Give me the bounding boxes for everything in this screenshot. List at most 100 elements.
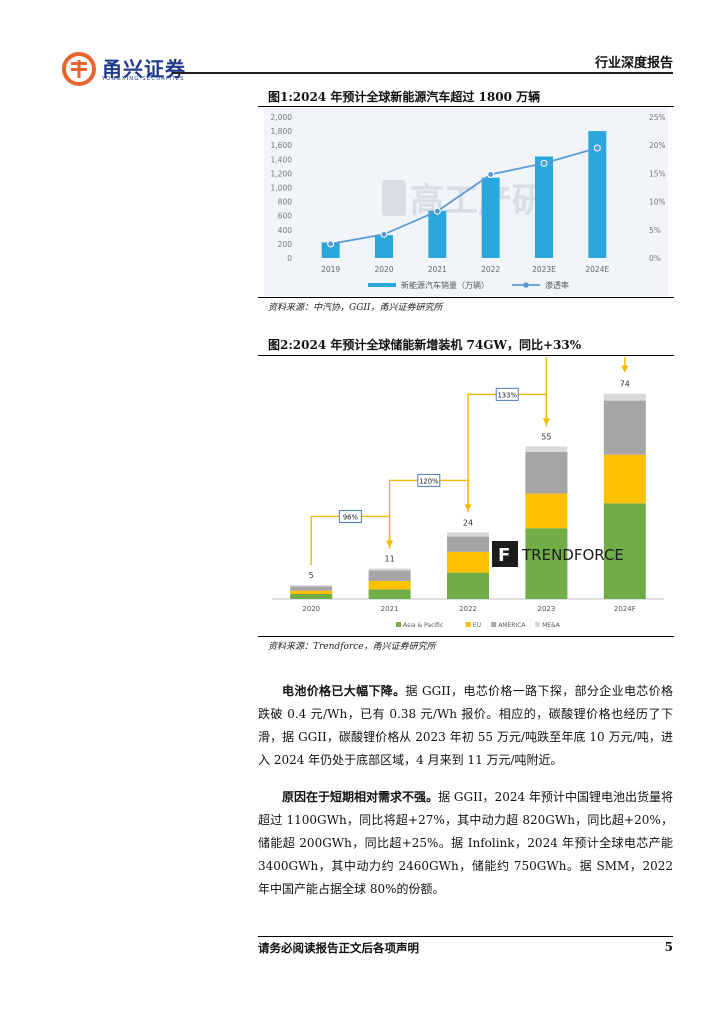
bar-2023E: [535, 156, 553, 258]
chart1-watermark: 高工产研: [382, 180, 546, 221]
bar-2023-AMERICA: [525, 451, 568, 494]
footer-divider: [258, 936, 673, 937]
y-left-tick-label: 1,200: [271, 169, 293, 178]
bar-2022: [481, 177, 500, 258]
penetration-point-2024E: [593, 144, 601, 152]
watermark-logo-box: [492, 541, 518, 567]
growth-arrow-head: [621, 365, 629, 373]
chart2-watermark: F TRENDFORCE: [492, 541, 624, 567]
figure1-top-rule: [258, 106, 674, 107]
bar-2023-EU: [525, 493, 568, 529]
growth-label: 96%: [343, 513, 359, 521]
legend-swatch: [396, 622, 401, 627]
figure1-source: 资料来源：中汽协，GGII，甬兴证券研究所: [268, 303, 443, 313]
bar-2019: [321, 242, 340, 258]
figure2-top-rule: [258, 355, 674, 356]
penetration-point-2022: [487, 171, 495, 179]
bar-2021: [428, 210, 447, 258]
bar-2024F-Asia & Pacific: [603, 503, 646, 599]
bar-2020-EU: [290, 590, 333, 595]
legend-label: AMERICA: [498, 622, 526, 629]
brand-name-en: YONGXING SECURITIES: [102, 76, 185, 82]
bar-2020: [375, 235, 393, 258]
y-left-tick-label: 800: [278, 198, 293, 207]
watermark-logo-glyph: F: [498, 545, 510, 566]
bar-2020-AMERICA: [290, 586, 333, 591]
legend-label: Asia & Pacific: [403, 622, 443, 629]
bar-2024F-EU: [603, 454, 646, 504]
y-right-tick-label: 5%: [649, 226, 661, 235]
footer-disclaimer: 请务必阅读报告正文后各项声明: [258, 941, 419, 955]
bar-2023-ME&A: [525, 446, 568, 452]
y-right-tick-label: 20%: [649, 141, 666, 150]
bar-2021-EU: [368, 580, 411, 590]
bar-2020-ME&A: [290, 585, 333, 587]
growth-label: 120%: [419, 477, 439, 485]
x-tick-label: 2024F: [614, 605, 636, 613]
bar-2022-EU: [447, 551, 489, 573]
y-left-tick-label: 1,800: [271, 127, 293, 136]
legend-swatch-sales: [368, 283, 396, 287]
figure2-title: 图2:2024 年预计全球储能新增装机 74GW，同比+33%: [268, 338, 582, 352]
watermark-logo-box: [382, 180, 406, 216]
y-left-tick-label: 600: [278, 212, 293, 221]
bar-2020-Asia & Pacific: [290, 594, 333, 599]
bar-2024E: [588, 131, 607, 258]
paragraph-demand: 原因在于短期相对需求不强。据 GGII，2024 年预计中国锂电池出货量将超过 …: [258, 786, 673, 901]
y-left-tick-label: 200: [278, 240, 293, 249]
paragraph-text: 据 GGII，2024 年预计中国锂电池出货量将超过 1100GWh，同比将超+…: [258, 790, 673, 896]
y-right-tick-label: 10%: [649, 198, 666, 207]
figure2-bottom-rule: [258, 636, 674, 637]
penetration-point-2021: [433, 207, 441, 215]
penetration-point-2020: [380, 230, 388, 238]
legend-swatch: [535, 622, 541, 627]
header-divider: [172, 72, 673, 74]
y-left-tick-label: 2,000: [271, 113, 293, 122]
x-tick-label: 2020: [374, 265, 393, 274]
bar-2021-Asia & Pacific: [368, 589, 411, 599]
bar-2023-Asia & Pacific: [525, 528, 568, 599]
growth-label-box: [417, 473, 441, 487]
x-tick-label: 2020: [302, 605, 320, 613]
figure2-chart: 2020 5 2021 11 2022 24 2023 55 2024F 74 96% 120% 13…: [264, 357, 668, 635]
y-right-tick-label: 0%: [649, 254, 661, 263]
figure1-chart: 高工产研 0 200 400 600 800 1,000 1,200 1,400 1,600 1,…: [264, 108, 668, 296]
y-left-tick-label: 1,000: [271, 184, 293, 193]
paragraph-battery-price: 电池价格已大幅下降。据 GGII，电芯价格一路下探，部分企业电芯价格跌破 0.4…: [258, 680, 673, 772]
x-tick-label: 2019: [321, 265, 340, 274]
x-tick-label: 2023E: [532, 265, 556, 274]
bar-2022-AMERICA: [447, 536, 489, 552]
bar-2022-ME&A: [447, 532, 489, 537]
y-left-tick-label: 400: [278, 226, 293, 235]
legend-label: ME&A: [542, 622, 561, 629]
watermark-text: TRENDFORCE: [521, 546, 624, 564]
x-tick-label: 2022: [481, 265, 500, 274]
growth-label-box: [338, 509, 362, 523]
legend-label: EU: [473, 622, 481, 629]
y-left-tick-label: 0: [287, 254, 292, 263]
y-left-tick-label: 1,400: [271, 155, 293, 164]
total-label-2020: 5: [309, 571, 314, 580]
y-left-tick-label: 1,600: [271, 141, 293, 150]
total-label-2022: 24: [463, 518, 473, 527]
brand-name: 甬兴证券: [102, 57, 186, 81]
legend-marker-penetration: [523, 282, 529, 288]
penetration-point-2019: [327, 240, 335, 248]
legend-swatch: [465, 622, 471, 627]
bar-2024F-AMERICA: [603, 400, 646, 455]
report-type: 行业深度报告: [594, 56, 673, 71]
figure2-source: 资料来源：Trendforce，甬兴证券研究所: [268, 642, 436, 652]
paragraph-lead: 电池价格已大幅下降。: [282, 684, 406, 698]
x-tick-label: 2021: [381, 605, 399, 613]
paragraph-lead: 原因在于短期相对需求不强。: [282, 790, 439, 804]
total-label-2023: 55: [541, 432, 551, 441]
x-tick-label: 2023: [537, 605, 555, 613]
brand-logo-icon: [62, 52, 96, 86]
penetration-point-2023E: [540, 159, 548, 167]
bar-2024F-ME&A: [603, 393, 646, 401]
growth-arrow-line: [545, 357, 626, 427]
growth-label-box: [495, 387, 519, 401]
figure1-bottom-rule: [258, 297, 674, 298]
bar-2022-Asia & Pacific: [447, 572, 489, 599]
total-label-2024F: 74: [620, 380, 630, 389]
